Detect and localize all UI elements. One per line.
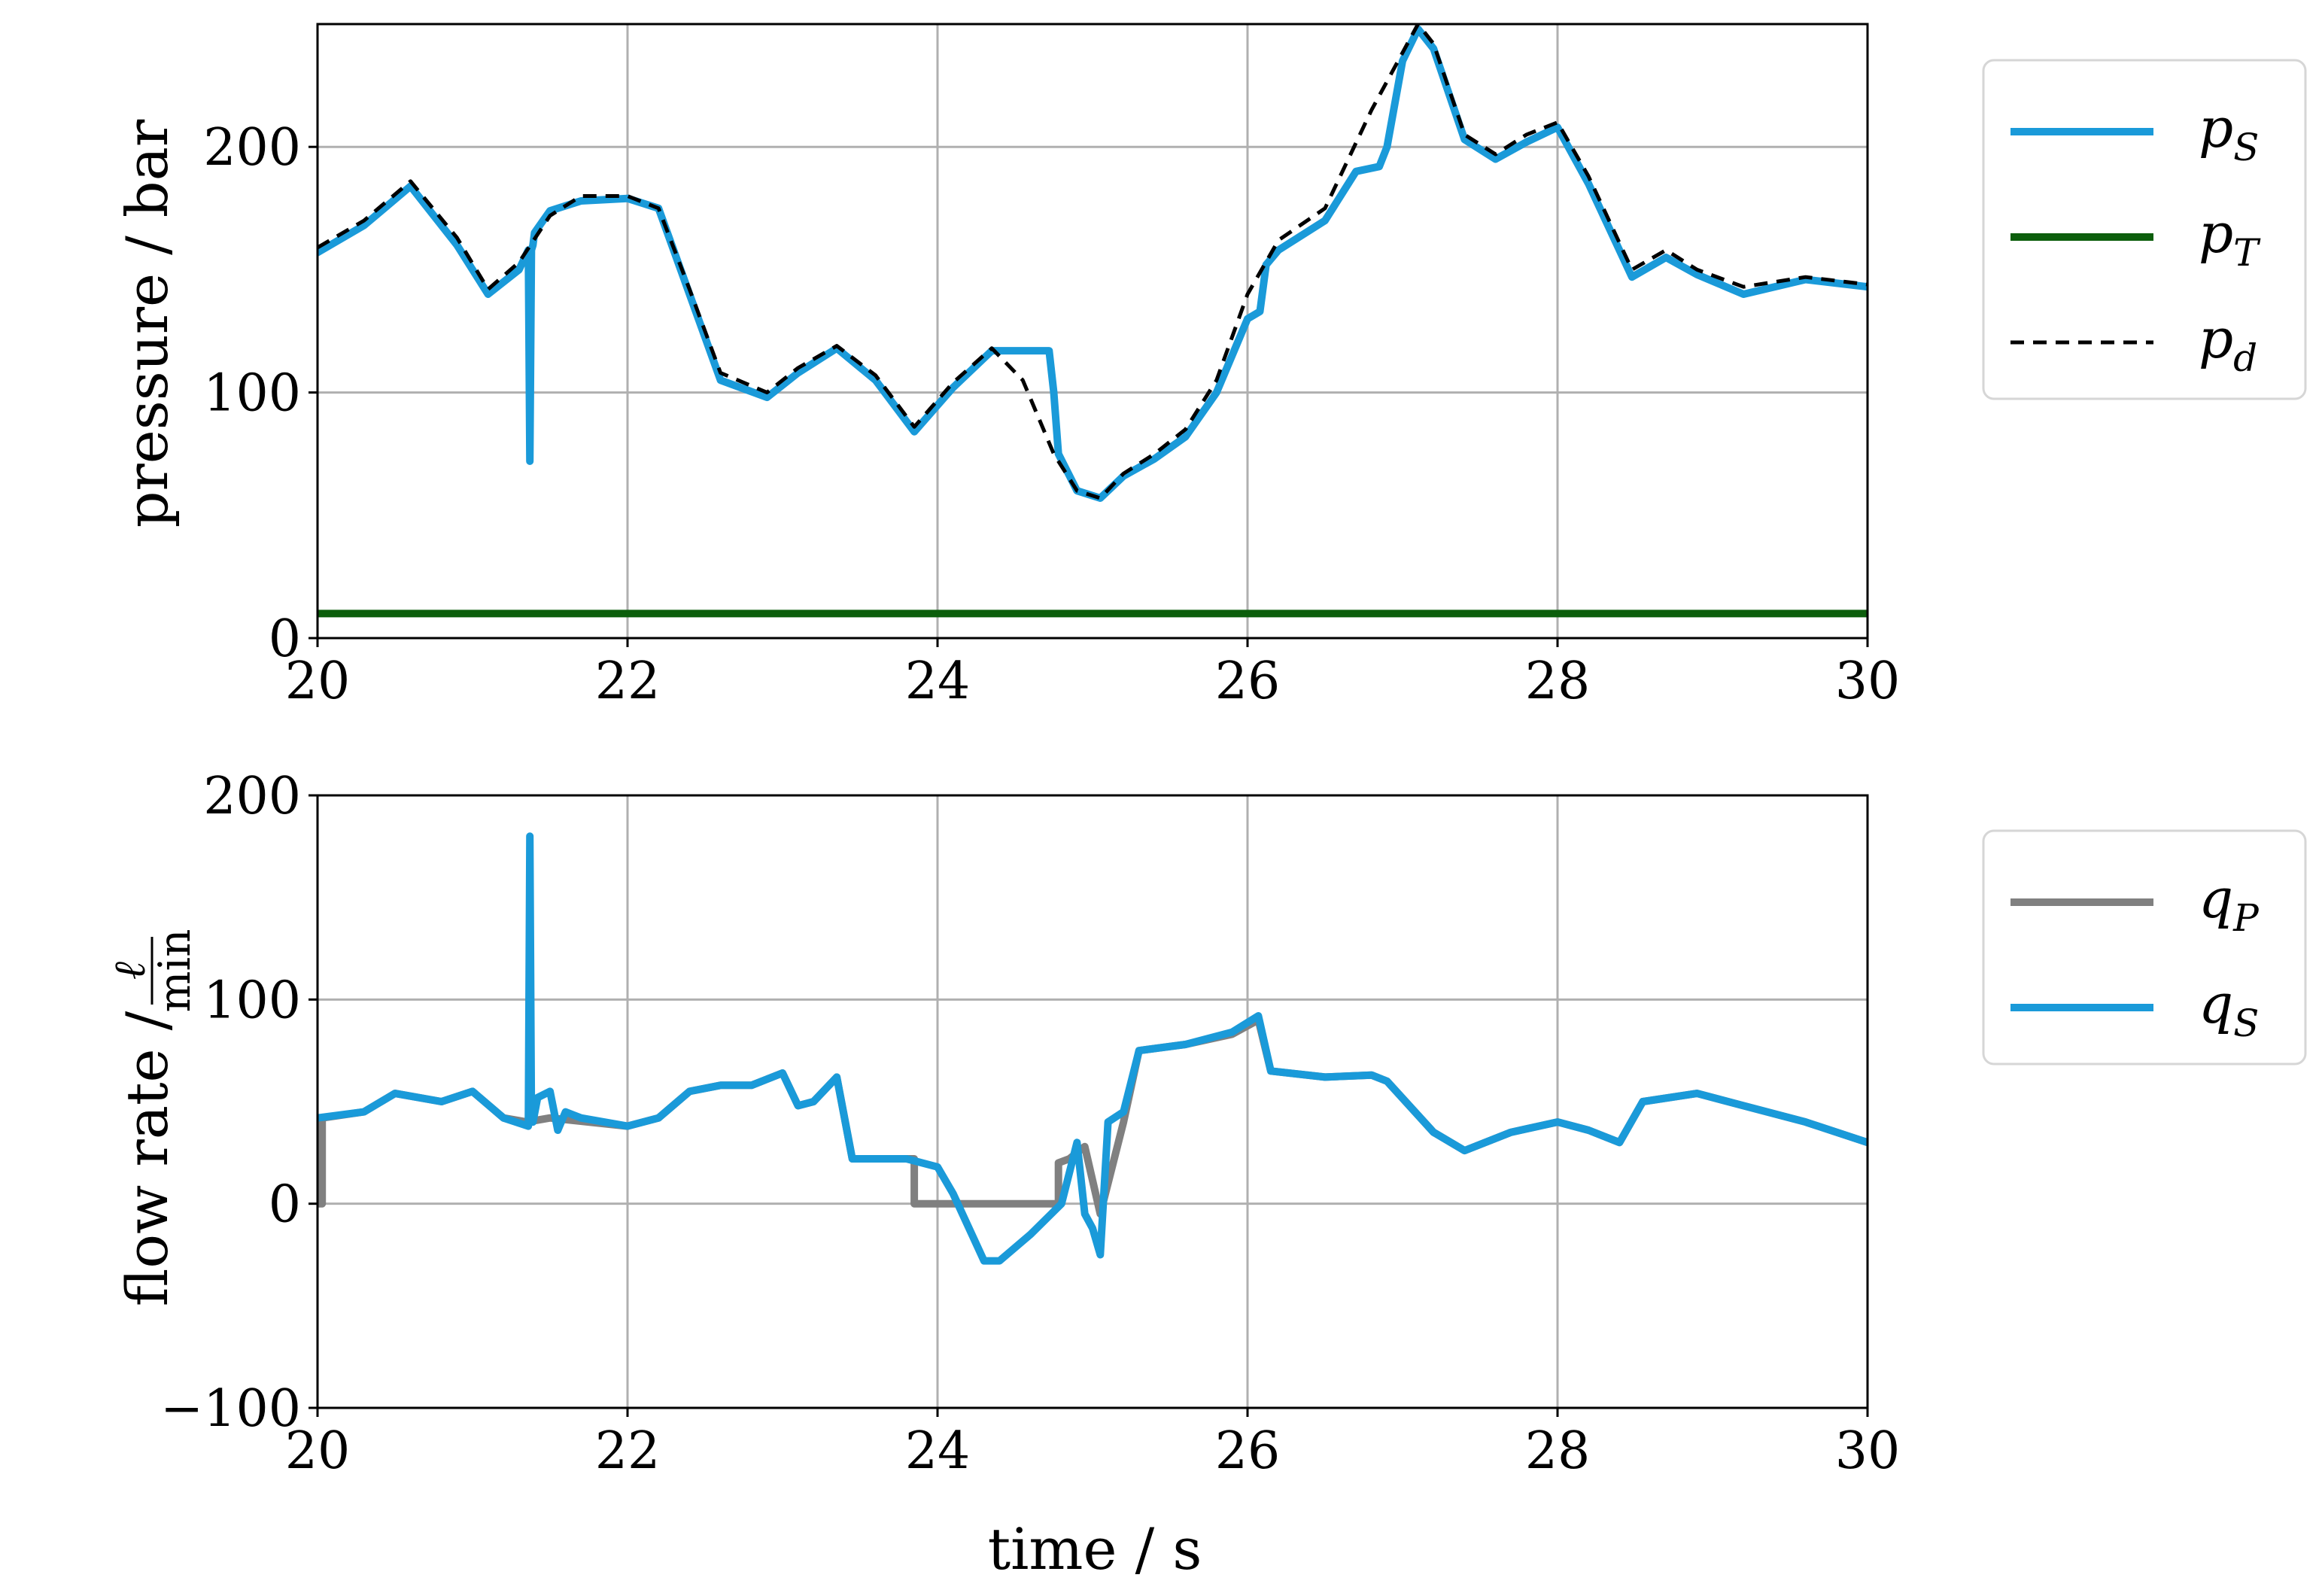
x-tick-label: 28 (1525, 652, 1591, 711)
y-tick-label: 100 (203, 364, 301, 424)
legend-label-q-p: qP (2199, 867, 2260, 940)
x-tick-label: 20 (285, 1421, 351, 1481)
legend-box (1982, 59, 2307, 400)
y-tick-label: 200 (203, 118, 301, 178)
y-tick-label: 0 (269, 610, 301, 669)
flow-ticks: 20 22 24 26 28 30 −100 0 100 200 (160, 767, 1900, 1481)
x-tick-label: 26 (1215, 1421, 1281, 1481)
series-line-p-s (318, 25, 1868, 502)
flow-y-axis-label-text: flow rate / (114, 1011, 181, 1306)
x-tick-label: 26 (1215, 652, 1281, 711)
pressure-legend: pS pT pd (1982, 59, 2307, 400)
y-tick-label: 0 (269, 1175, 301, 1235)
pressure-ticks: 20 22 24 26 28 30 0 100 200 (203, 118, 1900, 711)
pressure-plot-frame (316, 23, 1869, 640)
legend-label-q-s: qS (2199, 972, 2259, 1045)
x-tick-label: 22 (595, 652, 661, 711)
pressure-y-axis-label: pressure / bar (114, 119, 181, 527)
x-tick-label: 24 (905, 1421, 971, 1481)
flow-rate-chart: 20 22 24 26 28 30 −100 0 100 200 flow rate / ℓ mi… (104, 767, 2307, 1582)
x-tick-label: 22 (595, 1421, 661, 1481)
x-tick-label: 28 (1525, 1421, 1591, 1481)
y-tick-label: −100 (160, 1379, 301, 1439)
x-tick-label: 30 (1835, 1421, 1901, 1481)
y-tick-label: 100 (203, 971, 301, 1030)
pressure-grid (316, 24, 1869, 640)
legend-label-p-s: pS (2199, 96, 2259, 169)
legend-label-p-t: pT (2199, 202, 2261, 275)
x-tick-label: 20 (285, 652, 351, 711)
time-x-axis-label: time / s (988, 1515, 1202, 1582)
series-line-q-s (318, 832, 1868, 1265)
flow-y-axis-label: flow rate / ℓ min (104, 929, 200, 1307)
x-tick-label: 30 (1835, 652, 1901, 711)
legend-label-p-d: pd (2199, 307, 2257, 380)
y-tick-label: 200 (203, 767, 301, 826)
x-tick-label: 24 (905, 652, 971, 711)
flow-legend: qP qS (1982, 829, 2307, 1066)
series-line-p-d (318, 24, 1868, 500)
flow-plot-frame (316, 794, 1869, 1409)
flow-y-axis-unit-numerator: ℓ (104, 962, 155, 980)
flow-y-axis-unit-denominator: min (149, 929, 200, 1013)
pressure-series (318, 24, 1868, 618)
flow-series (318, 832, 1868, 1265)
